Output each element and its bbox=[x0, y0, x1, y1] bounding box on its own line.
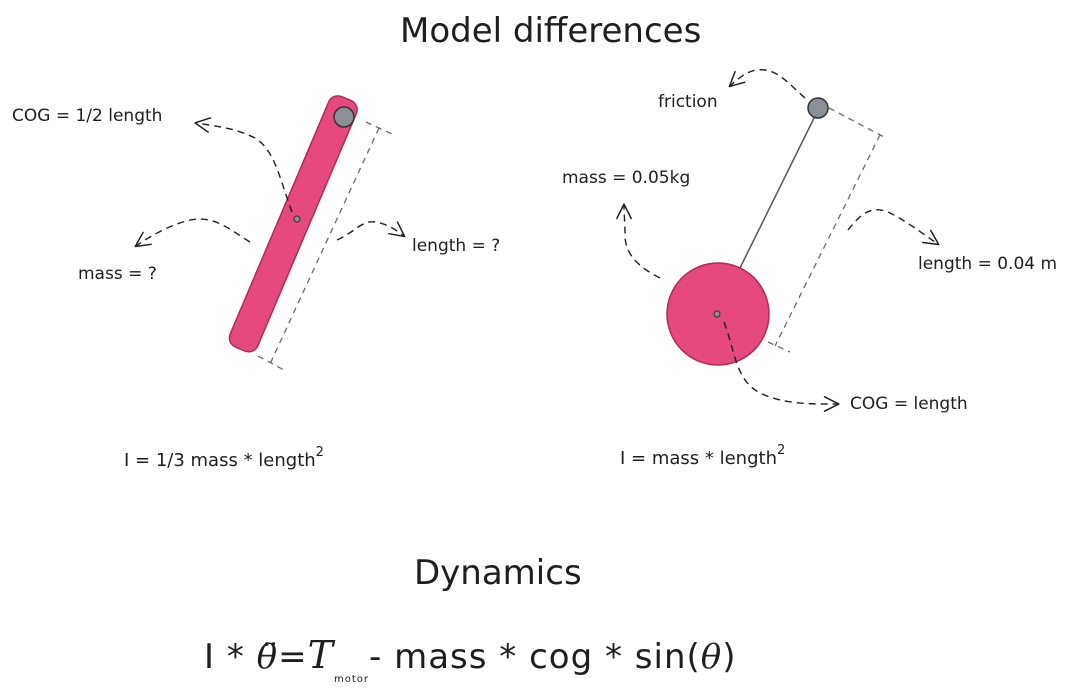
rod-cog-label: COG = 1/2 length bbox=[12, 106, 163, 126]
pendulum-length-arrow bbox=[847, 209, 940, 246]
pendulum-inertia-text: I = mass * length bbox=[620, 448, 777, 469]
rod-mass-label: mass = ? bbox=[78, 264, 157, 284]
pendulum-pivot bbox=[807, 97, 829, 119]
dynamics-equation: I * θ̈=Tmotor- mass * cog * sin(θ) bbox=[204, 633, 737, 685]
pendulum-length-label: length = 0.04 m bbox=[918, 254, 1058, 274]
pendulum-cog-label: COG = length bbox=[850, 394, 968, 414]
equation-lhs: I * bbox=[204, 637, 257, 677]
equation-rhs: - mass * cog * sin( bbox=[369, 637, 701, 677]
pendulum-mass-arrow bbox=[616, 203, 661, 279]
dynamics-title: Dynamics bbox=[414, 553, 582, 593]
rod-pivot bbox=[333, 106, 355, 128]
pendulum-friction-arrow bbox=[728, 68, 806, 99]
rod-length-arrow bbox=[336, 221, 406, 241]
rod-length-dimension bbox=[257, 121, 393, 371]
rod-inertia-exponent: 2 bbox=[315, 445, 324, 460]
pendulum-inertia-exponent: 2 bbox=[776, 443, 786, 458]
rod-body bbox=[228, 95, 358, 353]
equation-rhs-end: ) bbox=[722, 637, 737, 677]
pendulum-friction-label: friction bbox=[658, 92, 718, 112]
pendulum-cog-arrow bbox=[723, 321, 840, 412]
pendulum-length-dimension bbox=[767, 107, 887, 353]
rod-cog-arrow bbox=[194, 117, 293, 213]
pendulum-mass-label: mass = 0.05kg bbox=[562, 168, 691, 188]
equation-tau-subscript: motor bbox=[334, 674, 370, 685]
pendulum-inertia-formula: I = mass * length2 bbox=[620, 444, 785, 469]
equation-equals: = bbox=[278, 637, 308, 677]
rod-inertia-text: I = 1/3 mass * length bbox=[124, 450, 316, 471]
pendulum-model bbox=[616, 68, 940, 412]
rod-cog-point bbox=[293, 215, 301, 223]
rod-model bbox=[134, 95, 406, 371]
rod-mass-arrow bbox=[134, 218, 251, 248]
rod-length-label: length = ? bbox=[412, 236, 501, 256]
equation-theta: θ bbox=[700, 637, 723, 677]
equation-theta-ddot: θ̈ bbox=[256, 637, 279, 677]
pendulum-cog-point bbox=[713, 310, 721, 318]
pendulum-string bbox=[739, 109, 819, 269]
equation-tau: T bbox=[307, 633, 334, 677]
page-title: Model differences bbox=[400, 11, 702, 51]
rod-inertia-formula: I = 1/3 mass * length2 bbox=[124, 446, 324, 471]
